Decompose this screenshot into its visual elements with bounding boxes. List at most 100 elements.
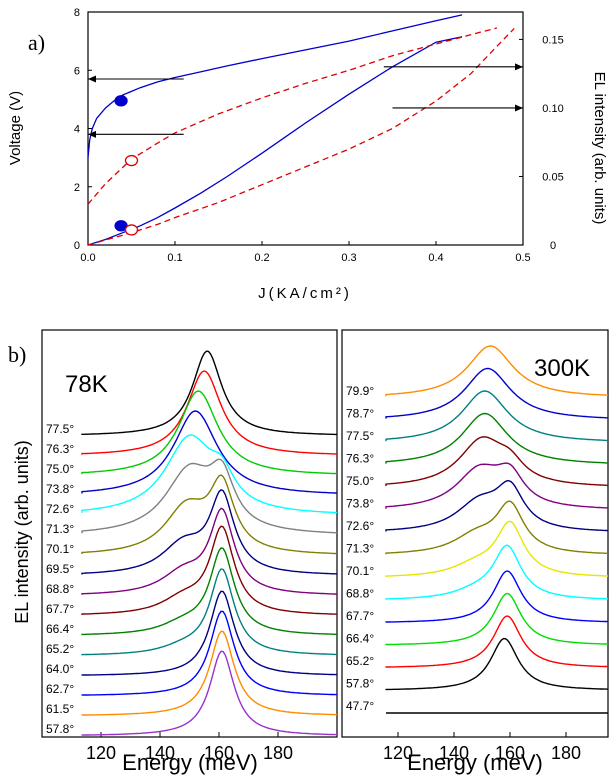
spectrum-line-1	[385, 367, 608, 419]
spectrum-line-5	[385, 462, 609, 509]
spectrum-line-7	[385, 500, 609, 555]
spectrum-label-3: 76.3°	[346, 452, 374, 466]
spectrum-label-11: 65.2°	[46, 642, 74, 656]
spectrum-label-4: 72.6°	[46, 502, 74, 516]
x-tick-label: 0.3	[341, 252, 356, 264]
panel-b-right-frame	[341, 329, 609, 738]
spectrum-line-1	[81, 370, 338, 455]
spectrum-line-10	[385, 570, 609, 623]
spectrum-label-14: 61.5°	[46, 702, 74, 716]
spectrum-line-11	[385, 592, 609, 646]
spectrum-line-12	[81, 590, 337, 676]
spectrum-line-13	[385, 637, 609, 691]
panel-b-left-ticks: 120 140 160 180	[86, 732, 293, 763]
spectrum-line-15	[81, 650, 337, 736]
spectrum-label-3: 73.8°	[46, 482, 74, 496]
spectrum-line-3	[385, 412, 608, 464]
y2-tick-label: 0	[550, 240, 556, 252]
panel-b-left-chart: 78K 120 140 160 180 77.5° 76.3° 75.0° 73.8° 72.…	[12, 329, 338, 775]
series-line-3	[87, 27, 515, 246]
spectrum-line-0	[385, 345, 609, 397]
panel-a-arrows	[88, 63, 523, 138]
panel-a-ylabel: Voltage (V)	[7, 91, 24, 165]
panel-a-y2label: EL intensity (arb. units)	[591, 72, 608, 225]
spectrum-line-4	[385, 436, 609, 487]
y2-tick-label: 0.10	[542, 103, 563, 115]
spectrum-label-2: 77.5°	[346, 429, 374, 443]
panel-a-markers	[114, 95, 139, 236]
panel-b-left-frame	[41, 329, 338, 738]
arrow-head-2	[515, 63, 523, 71]
spectrum-label-4: 75.0°	[346, 474, 374, 488]
marker-2	[124, 154, 139, 167]
spectrum-label-7: 71.3°	[346, 542, 374, 556]
marker-3	[124, 224, 139, 236]
spectrum-label-1: 78.7°	[346, 407, 374, 421]
arrow-head-0	[88, 75, 96, 83]
spectrum-label-6: 72.6°	[346, 519, 374, 533]
spectrum-label-0: 79.9°	[346, 384, 374, 398]
panel-b-left-xlabel: Energy (meV)	[122, 750, 258, 775]
y-tick-label: 0	[74, 240, 80, 252]
panel-b-left-series: 77.5° 76.3° 75.0° 73.8° 72.6° 71.3° 70.1° 69.5°…	[46, 350, 338, 736]
spectrum-line-2	[81, 390, 338, 475]
arrow-head-1	[88, 130, 96, 138]
series-line-2	[87, 27, 498, 205]
panel-b-label: b)	[8, 342, 26, 367]
spectrum-label-2: 75.0°	[46, 462, 74, 476]
panel-a-ticks: 0.0 0.1 0.2 0.3 0.4 0.5 0 2 4 6 8 0 0.05 0.10 0.15	[74, 7, 564, 264]
x-tick-label: 160	[495, 743, 525, 763]
spectrum-line-12	[385, 615, 609, 668]
spectrum-label-15: 57.8°	[46, 722, 74, 736]
x-tick-label: 120	[86, 743, 116, 763]
panel-b-right-chart: 300K 120 140 160 180 79.9° 78.7° 77.5° 76.3° 75…	[341, 329, 609, 775]
spectrum-line-8	[385, 520, 609, 577]
y-tick-label: 2	[74, 182, 80, 194]
x-tick-label: 120	[383, 743, 413, 763]
x-tick-label: 0.0	[80, 252, 95, 264]
spectrum-label-11: 66.4°	[346, 632, 374, 646]
x-tick-label: 140	[439, 743, 469, 763]
x-tick-label: 0.4	[428, 252, 443, 264]
y2-tick-label: 0.15	[542, 34, 563, 46]
spectrum-line-9	[81, 525, 338, 615]
x-tick-label: 0.5	[515, 252, 530, 264]
spectrum-line-6	[385, 479, 609, 532]
y-tick-label: 4	[74, 124, 80, 136]
panel-b-right-xlabel: Energy (meV)	[407, 750, 543, 775]
x-tick-label: 140	[145, 743, 175, 763]
spectrum-label-1: 76.3°	[46, 442, 74, 456]
panel-a-series	[87, 14, 515, 246]
spectrum-line-11	[81, 568, 337, 656]
panel-b-right-ticks: 120 140 160 180	[383, 732, 581, 763]
x-tick-label: 0.1	[167, 252, 182, 264]
x-tick-label: 0.2	[254, 252, 269, 264]
y-tick-label: 8	[74, 7, 80, 19]
spectrum-label-7: 69.5°	[46, 562, 74, 576]
y-tick-label: 6	[74, 65, 80, 77]
panel-b-right-series: 79.9° 78.7° 77.5° 76.3° 75.0° 73.8° 72.6° 71.3°…	[346, 345, 609, 714]
spectrum-label-9: 68.8°	[346, 587, 374, 601]
spectrum-line-8	[81, 507, 338, 595]
spectrum-label-13: 57.8°	[346, 677, 374, 691]
spectrum-label-6: 70.1°	[46, 542, 74, 556]
spectrum-line-6	[81, 474, 338, 555]
spectrum-line-3	[81, 410, 338, 494]
spectrum-label-9: 67.7°	[46, 602, 74, 616]
x-tick-label: 180	[263, 743, 293, 763]
spectrum-label-8: 70.1°	[346, 564, 374, 578]
panel-a-xlabel: J(KA/cm²)	[258, 285, 352, 302]
spectrum-line-4	[81, 434, 338, 514]
arrow-head-3	[515, 104, 523, 112]
spectrum-label-10: 66.4°	[46, 622, 74, 636]
panel-b-right-title: 300K	[534, 355, 590, 382]
spectrum-label-5: 73.8°	[346, 497, 374, 511]
spectrum-line-13	[81, 610, 337, 696]
spectrum-label-12: 65.2°	[346, 654, 374, 668]
panel-a-chart: 0.0 0.1 0.2 0.3 0.4 0.5 0 2 4 6 8 0 0.05 0.10 0.15 J(K…	[7, 7, 608, 302]
series-line-1	[87, 36, 463, 246]
panel-a-label: a)	[28, 30, 45, 55]
spectrum-label-8: 68.8°	[46, 582, 74, 596]
panel-b-left-ylabel: EL intensity (arb. units)	[12, 440, 32, 623]
